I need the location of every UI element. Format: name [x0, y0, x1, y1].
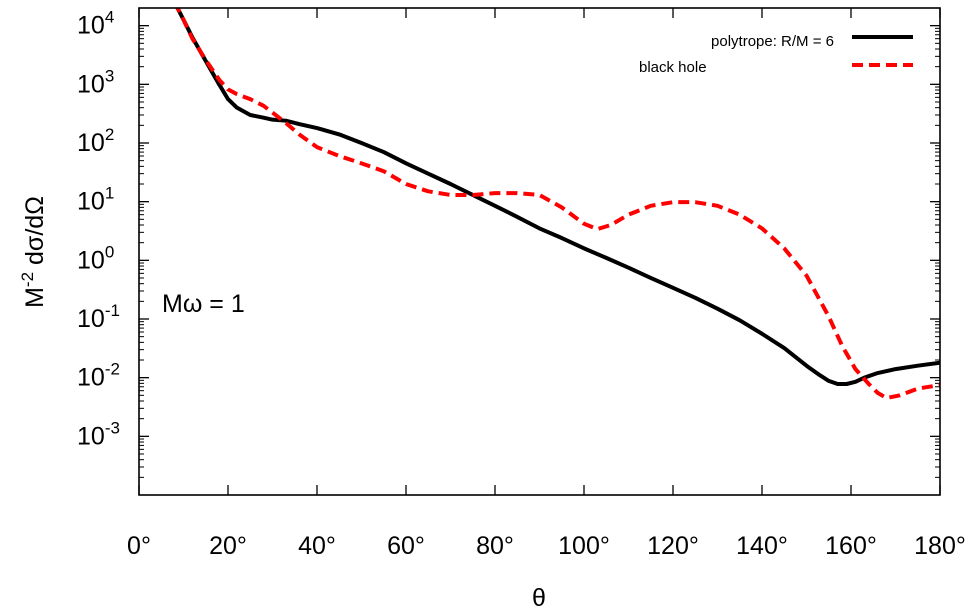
x-axis-label: θ: [532, 584, 546, 612]
y-tick-label-exponent: 0: [105, 242, 114, 261]
y-tick-label: 103: [77, 66, 114, 98]
x-tick-label: 80°: [476, 532, 514, 560]
y-axis-label-exponent: -2: [18, 272, 37, 287]
y-tick-label: 10-1: [77, 301, 120, 333]
y-tick-label-exponent: -1: [105, 301, 120, 320]
y-axis-label-base: M: [21, 287, 49, 308]
x-tick-label: 100°: [558, 532, 610, 560]
y-tick-label-exponent: 2: [105, 125, 114, 144]
y-tick-label-base: 10: [77, 12, 105, 40]
y-tick-label: 100: [77, 242, 114, 274]
labels-layer: 0° 20° 40° 60° 80° 100° 120° 140° 160° 180°10-310…: [77, 8, 966, 560]
y-tick-label-exponent: 1: [105, 184, 114, 203]
y-tick-label: 102: [77, 125, 114, 157]
x-tick-label: 180°: [914, 532, 966, 560]
y-tick-label-base: 10: [77, 422, 105, 450]
series-layer: [175, 8, 940, 401]
y-tick-label-base: 10: [77, 188, 105, 216]
y-tick-label: 10-3: [77, 418, 120, 450]
y-tick-label-base: 10: [77, 129, 105, 157]
x-tick-label: 0°: [127, 532, 151, 560]
legend-label-black-hole: black hole: [639, 59, 707, 76]
legend-label-polytrope: polytrope: R/M = 6: [711, 33, 834, 50]
y-tick-label-base: 10: [77, 364, 105, 392]
x-tick-label: 20°: [209, 532, 247, 560]
ticks-layer: [138, 8, 941, 495]
y-axis-label: M-2 dσ/dΩ: [18, 196, 49, 308]
y-axis-label-rest: dσ/dΩ: [21, 196, 49, 272]
x-tick-label: 140°: [736, 532, 788, 560]
y-tick-label-base: 10: [77, 246, 105, 274]
y-tick-label-exponent: -3: [105, 418, 120, 437]
y-tick-label-base: 10: [77, 305, 105, 333]
series-line-black-hole: [175, 8, 940, 401]
legend: polytrope: R/M = 6 black hole: [639, 33, 913, 76]
x-tick-label: 60°: [387, 532, 425, 560]
y-tick-label-exponent: 4: [105, 8, 114, 27]
x-tick-label: 160°: [825, 532, 877, 560]
series-line-polytrope: [175, 8, 940, 386]
plot-area-frame: [138, 7, 941, 496]
x-tick-label: 120°: [647, 532, 699, 560]
y-tick-label-exponent: -2: [105, 360, 120, 379]
annotation-text: Mω = 1: [162, 290, 245, 318]
y-tick-label: 10-2: [77, 360, 120, 392]
y-tick-label-exponent: 3: [105, 66, 114, 85]
y-tick-label: 101: [77, 184, 114, 216]
y-tick-label-base: 10: [77, 70, 105, 98]
x-tick-label: 40°: [298, 532, 336, 560]
y-tick-label: 104: [77, 8, 114, 40]
